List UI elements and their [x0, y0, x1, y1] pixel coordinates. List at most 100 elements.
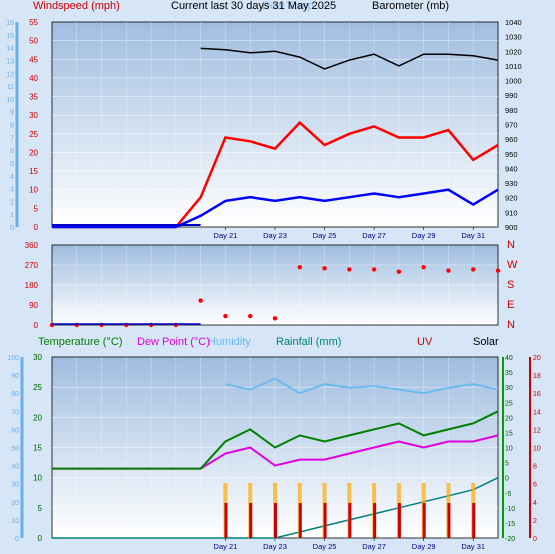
- baro-axis-label: 910: [505, 208, 518, 217]
- x-tick-label: Day 21: [214, 231, 238, 240]
- temp-axis-label: 10: [33, 474, 42, 483]
- pale-axis-label: 1: [10, 212, 14, 219]
- direction-point: [396, 269, 402, 274]
- direction-point: [446, 268, 451, 273]
- uv-bar: [298, 503, 302, 538]
- x-tick-label: Day 29: [412, 542, 436, 551]
- rain-axis-label: -20: [505, 536, 515, 543]
- uv-bar: [422, 503, 426, 538]
- humidity-legend: Humidity: [208, 336, 251, 348]
- wind-axis-label: 25: [29, 130, 38, 139]
- humidity-axis-label: 20: [11, 500, 19, 507]
- humidity-axis-label: 10: [11, 518, 19, 525]
- humidity-axis-label: 30: [11, 482, 19, 489]
- direction-axis-label: 270: [25, 261, 39, 270]
- baro-axis-label: 940: [505, 164, 518, 173]
- baro-axis-label: 1020: [505, 47, 522, 56]
- wind-axis-label: 15: [29, 167, 38, 176]
- pale-axis-label: 7: [10, 135, 14, 142]
- pale-axis-label: 9: [10, 110, 14, 117]
- uv-axis-label: 10: [533, 446, 541, 453]
- direction-axis-label: 180: [25, 281, 39, 290]
- ghost-legend: Dew Temp. ---: [262, 0, 331, 12]
- uv-bar: [373, 503, 377, 538]
- uv-axis-label: 12: [533, 427, 541, 434]
- rainfall-legend: Rainfall (mm): [276, 336, 342, 348]
- uv-bar: [323, 503, 327, 538]
- temp-axis-label: 20: [33, 413, 42, 422]
- compass-label: N: [507, 239, 515, 251]
- rain-axis-label: 10: [505, 446, 513, 453]
- temperature-line: [52, 410, 499, 470]
- direction-point: [471, 267, 476, 272]
- direction-point: [371, 267, 377, 272]
- uv-axis-label: 2: [533, 518, 537, 525]
- rain-axis-label: 30: [505, 385, 513, 392]
- pale-axis-label: 10: [6, 97, 14, 104]
- direction-point: [272, 316, 278, 321]
- direction-axis-label: 0: [34, 321, 39, 330]
- pale-axis-label: 6: [10, 148, 14, 155]
- uv-axis-label: 0: [533, 536, 537, 543]
- pale-axis-label: 16: [6, 20, 14, 27]
- uv-axis-label: 8: [533, 464, 537, 471]
- temp-axis-label: 30: [33, 353, 42, 362]
- x-tick-label: Day 23: [263, 231, 287, 240]
- wind-axis-label: 40: [29, 74, 38, 83]
- uv-bar: [447, 503, 451, 538]
- pale-axis-label: 8: [10, 123, 14, 130]
- rain-axis-label: -10: [505, 506, 515, 513]
- rain-axis-label: -5: [505, 491, 511, 498]
- pale-axis-label: 14: [6, 46, 14, 53]
- compass-label: E: [507, 299, 514, 311]
- x-tick-label: Day 31: [461, 231, 485, 240]
- direction-point: [347, 267, 352, 272]
- barometer-legend: Barometer (mb): [372, 0, 450, 12]
- chart-title: Current last 30 days 31 May 2025: [171, 0, 337, 12]
- baro-axis-label: 950: [505, 150, 518, 159]
- uv-axis-label: 14: [533, 409, 541, 416]
- uv-axis-label: 16: [533, 391, 541, 398]
- humidity-axis-label: 70: [11, 409, 19, 416]
- humidity-line: [225, 377, 499, 395]
- baro-axis-label: 990: [505, 91, 518, 100]
- baro-axis-label: 1010: [505, 62, 522, 71]
- pale-axis-label: 0: [10, 225, 14, 232]
- rain-axis-label: 40: [505, 355, 513, 362]
- baro-axis-label: 900: [505, 223, 518, 232]
- uv-axis-label: 20: [533, 355, 541, 362]
- wind-axis-label: 10: [29, 186, 38, 195]
- wind-axis-label: 30: [29, 111, 38, 120]
- direction-axis-label: 360: [25, 241, 39, 250]
- x-tick-label: Day 25: [313, 542, 337, 551]
- pale-axis-label: 11: [7, 84, 14, 91]
- barometer-line: [200, 47, 499, 70]
- direction-point: [495, 268, 501, 273]
- pale-axis-label: 3: [10, 187, 14, 194]
- rain-axis-label: 25: [505, 400, 513, 407]
- direction-point: [223, 313, 228, 319]
- pale-axis-label: 4: [10, 174, 14, 181]
- rain-axis-label: 0: [505, 476, 509, 483]
- temp-axis-label: 25: [33, 383, 42, 392]
- baro-axis-label: 1030: [505, 33, 522, 42]
- direction-point: [297, 265, 302, 270]
- x-tick-label: Day 27: [362, 542, 386, 551]
- wind-axis-label: 20: [29, 148, 38, 157]
- direction-point: [198, 298, 203, 303]
- humidity-axis-label: 60: [11, 427, 19, 434]
- direction-point: [322, 266, 327, 271]
- uv-bar: [348, 503, 352, 538]
- temp-axis-label: 0: [38, 534, 43, 543]
- windspeed-legend: Windspeed (mph): [33, 0, 120, 12]
- temperature-legend: Temperature (°C): [38, 336, 123, 348]
- uv-bar: [274, 503, 277, 538]
- uv-bar: [397, 503, 401, 538]
- humidity-axis-label: 50: [11, 446, 19, 453]
- direction-point: [248, 313, 253, 319]
- rain-axis-label: 20: [505, 415, 513, 422]
- pale-axis-label: 12: [6, 71, 14, 78]
- pale-axis-label: 13: [6, 58, 14, 65]
- baro-axis-label: 980: [505, 106, 518, 115]
